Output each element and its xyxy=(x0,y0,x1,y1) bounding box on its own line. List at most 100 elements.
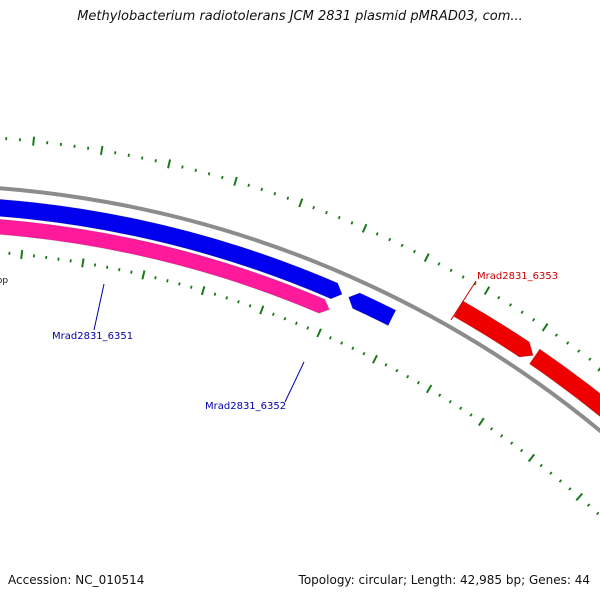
tick-mark xyxy=(181,165,184,169)
tick-mark xyxy=(586,503,591,507)
tick-mark xyxy=(20,249,24,260)
tick-mark xyxy=(520,310,524,314)
tick-mark xyxy=(316,328,322,338)
tick-mark xyxy=(350,221,354,225)
tick-mark xyxy=(273,192,277,196)
tick-mark xyxy=(260,187,264,192)
tick-mark xyxy=(118,268,121,272)
tick-mark xyxy=(510,441,514,445)
gene-arc-forward-2[interactable] xyxy=(528,348,600,429)
tick-mark xyxy=(596,511,600,516)
tick-mark xyxy=(178,282,181,286)
tick-mark xyxy=(167,159,172,169)
tick-mark xyxy=(286,196,290,200)
tick-mark xyxy=(340,341,344,345)
tick-mark xyxy=(412,249,416,254)
tick-mark xyxy=(400,243,404,248)
ruler-label: 5000 bp xyxy=(0,276,8,286)
tick-mark xyxy=(406,374,410,379)
accession-text: Accession: NC_010514 xyxy=(8,573,145,587)
tick-mark xyxy=(395,368,399,373)
tick-mark xyxy=(588,357,592,361)
tick-mark xyxy=(541,323,549,332)
tick-mark xyxy=(259,305,265,315)
tick-mark xyxy=(500,434,504,438)
tick-mark xyxy=(554,333,559,337)
tick-mark xyxy=(473,282,477,286)
tick-mark xyxy=(461,275,465,279)
tick-mark xyxy=(328,336,332,340)
backbone-circle xyxy=(0,186,600,434)
inner-tick-ring xyxy=(8,249,600,516)
tick-mark xyxy=(361,223,368,233)
tick-mark xyxy=(213,292,217,296)
tick-mark xyxy=(237,300,240,304)
gene-arc-mrad2831-6353[interactable] xyxy=(453,300,534,358)
gene-arc-mrad2831-6352[interactable] xyxy=(348,292,397,326)
tick-mark xyxy=(459,406,463,411)
tick-mark xyxy=(248,304,252,308)
tick-mark xyxy=(190,285,193,289)
tick-mark xyxy=(283,316,287,321)
topology-stats-text: Topology: circular; Length: 42,985 bp; G… xyxy=(298,573,590,587)
tick-mark xyxy=(325,210,328,215)
tick-mark xyxy=(597,366,600,372)
tick-mark xyxy=(489,427,494,431)
tick-mark xyxy=(577,349,581,353)
tick-mark xyxy=(508,303,513,307)
tick-mark xyxy=(423,253,430,263)
gene-label-mrad2831-6352[interactable]: Mrad2831_6352 xyxy=(205,401,286,412)
tick-mark xyxy=(298,198,304,208)
tick-mark xyxy=(362,351,366,356)
tick-mark xyxy=(438,393,442,397)
label-leader-6351 xyxy=(93,283,105,331)
tick-mark xyxy=(154,159,157,163)
tick-mark xyxy=(575,492,583,502)
tick-mark xyxy=(141,270,146,280)
tick-mark xyxy=(233,176,238,186)
tick-mark xyxy=(93,263,97,267)
tick-mark xyxy=(532,317,536,322)
tick-mark xyxy=(469,413,473,417)
tick-mark xyxy=(388,237,392,242)
gene-arc-other[interactable] xyxy=(0,216,330,314)
gene-arc-mrad2831-6351[interactable] xyxy=(0,196,343,300)
gene-label-mrad2831-6353[interactable]: Mrad2831_6353 xyxy=(477,271,558,282)
tick-mark xyxy=(106,265,109,269)
tick-mark xyxy=(566,341,570,345)
map-title: Methylobacterium radiotolerans JCM 2831 … xyxy=(77,9,523,24)
tick-mark xyxy=(130,270,133,274)
tick-mark xyxy=(558,479,563,483)
tick-mark xyxy=(478,417,485,427)
tick-mark xyxy=(200,286,206,296)
tick-mark xyxy=(448,399,452,404)
tick-mark xyxy=(483,286,491,296)
tick-mark xyxy=(225,296,229,300)
label-leader-6353 xyxy=(450,280,477,321)
tick-mark xyxy=(99,145,104,156)
tick-mark xyxy=(312,205,316,210)
tick-mark xyxy=(81,258,85,268)
tick-mark xyxy=(519,448,524,453)
tick-mark xyxy=(351,346,355,350)
tick-mark xyxy=(32,136,36,146)
tick-mark xyxy=(375,232,379,236)
tick-mark xyxy=(221,175,224,180)
tick-mark xyxy=(294,321,298,326)
gene-label-mrad2831-6351[interactable]: Mrad2831_6351 xyxy=(52,331,133,342)
tick-mark xyxy=(372,354,378,364)
tick-mark xyxy=(437,262,441,266)
tick-mark xyxy=(141,156,144,160)
tick-mark xyxy=(166,279,169,283)
tick-mark xyxy=(194,168,198,173)
tick-mark xyxy=(207,172,211,176)
tick-mark xyxy=(271,312,275,316)
tick-mark xyxy=(527,453,535,463)
tick-mark xyxy=(425,384,433,394)
tick-mark xyxy=(416,380,420,385)
tick-mark xyxy=(127,153,130,157)
tick-mark xyxy=(247,183,250,188)
outer-tick-ring xyxy=(5,136,600,372)
